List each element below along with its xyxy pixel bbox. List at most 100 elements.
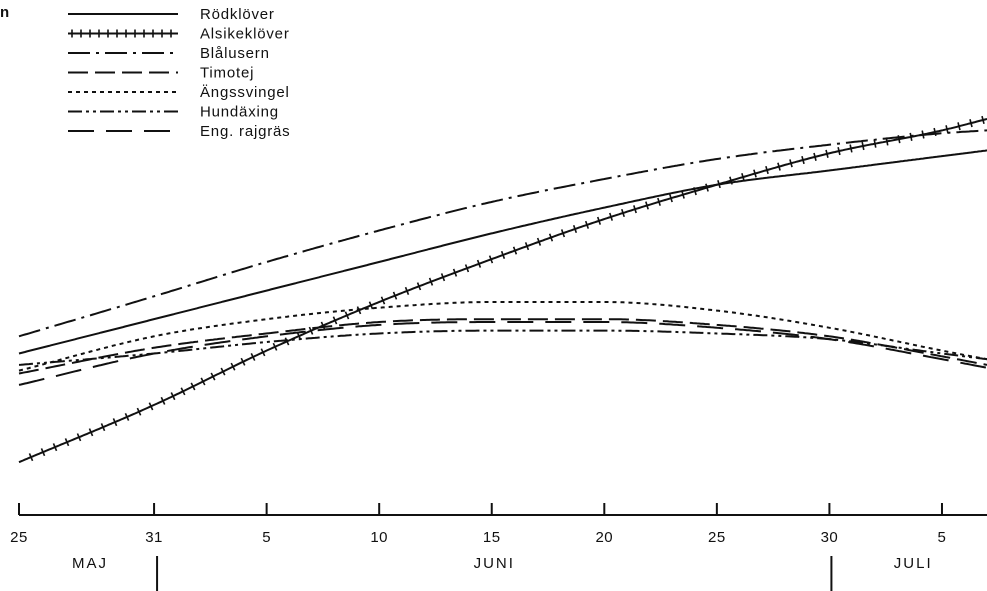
series-tick-mark (40, 448, 46, 457)
x-axis: 25 31 5 10 15 20 25 30 5 MAJ JUNI JULI (10, 503, 987, 591)
series-tick-mark (488, 255, 494, 264)
series-line (18, 149, 987, 355)
series-4 (18, 301, 987, 372)
month-label: JUNI (474, 555, 515, 572)
series-3 (18, 318, 987, 375)
x-tick-label: 10 (370, 529, 388, 546)
series-tick-mark (717, 180, 721, 189)
x-tick-label: 31 (145, 529, 163, 546)
legend-label: Rödklöver (200, 6, 275, 23)
series-tick-mark (160, 396, 166, 405)
series-tick-mark (124, 412, 130, 421)
series-5 (18, 329, 987, 366)
series-tick-mark (344, 311, 350, 320)
series-tick-mark (64, 438, 70, 447)
series-tick-mark (28, 453, 34, 462)
legend-label: Eng. rajgräs (200, 123, 290, 140)
plot-area (18, 115, 987, 464)
series-tick-mark (825, 149, 829, 158)
series-line (18, 318, 987, 375)
series-tick-mark (404, 286, 410, 295)
legend-entry: Eng. rajgräs (68, 123, 290, 140)
series-tick-mark (416, 282, 422, 291)
series-tick-mark (560, 229, 566, 238)
series-line (18, 118, 987, 464)
series-tick-mark (741, 172, 745, 182)
series-line (18, 321, 987, 386)
legend-entry: Rödklöver (68, 6, 275, 23)
x-tick-label: 20 (595, 529, 613, 546)
series-tick-mark (813, 152, 817, 161)
series-line (18, 129, 987, 338)
legend-entry: Timotej (68, 65, 253, 82)
series-tick-mark (452, 268, 458, 277)
series-tick-mark (777, 162, 781, 171)
series-tick-mark (512, 246, 518, 255)
series-tick-mark (633, 205, 637, 214)
x-tick-label: 25 (10, 529, 28, 546)
series-tick-mark (524, 242, 530, 251)
series-tick-mark (645, 201, 649, 210)
series-tick-mark (100, 423, 106, 432)
series-tick-mark (500, 250, 506, 259)
series-tick-mark (596, 216, 602, 225)
corner-label: n (0, 4, 9, 21)
series-2 (18, 129, 987, 338)
series-tick-mark (440, 273, 446, 282)
series-tick-mark (693, 187, 697, 196)
month-label: JULI (894, 555, 933, 572)
legend-entry: Ängssvingel (68, 84, 290, 101)
series-tick-mark (572, 224, 578, 234)
series-tick-mark (789, 159, 793, 168)
x-tick-label: 30 (821, 529, 839, 546)
series-tick-mark (52, 443, 58, 452)
x-tick-label: 25 (708, 529, 726, 546)
series-tick-mark (969, 119, 973, 128)
series-tick-mark (729, 176, 733, 185)
series-tick-mark (250, 353, 256, 361)
series-6 (18, 321, 987, 386)
legend-label: Ängssvingel (200, 84, 290, 101)
series-tick-mark (170, 392, 176, 401)
series-tick-mark (210, 372, 216, 381)
series-tick-mark (849, 144, 853, 153)
series-tick-mark (260, 348, 266, 357)
series-tick-mark (536, 237, 542, 246)
series-tick-mark (136, 407, 142, 416)
series-tick-mark (392, 291, 398, 300)
series-tick-mark (88, 428, 94, 437)
series-tick-mark (428, 277, 434, 286)
series-tick-mark (320, 321, 326, 330)
legend-entry: Hundäxing (68, 104, 278, 121)
series-tick-mark (272, 342, 278, 351)
series-tick-mark (657, 197, 661, 206)
series-tick-mark (190, 382, 196, 391)
x-tick-label: 5 (938, 529, 947, 546)
series-line (18, 301, 987, 372)
series-tick-mark (200, 377, 206, 386)
series-tick-mark (220, 367, 226, 376)
series-tick-mark (705, 183, 709, 192)
month-label: MAJ (72, 555, 108, 572)
series-tick-mark (837, 146, 841, 156)
legend-entry: Alsikeklöver (68, 26, 290, 43)
legend-label: Alsikeklöver (200, 26, 290, 43)
series-tick-mark (801, 155, 805, 165)
series-tick-mark (584, 220, 590, 229)
series-tick-mark (230, 362, 236, 371)
series-tick-mark (180, 387, 186, 396)
series-tick-mark (873, 139, 877, 148)
series-tick-mark (308, 326, 314, 335)
series-tick-mark (957, 122, 961, 131)
series-tick-mark (945, 125, 949, 134)
series-line (18, 329, 987, 366)
legend-entry: Blålusern (68, 45, 269, 62)
series-tick-mark (332, 316, 338, 325)
series-tick-mark (621, 208, 625, 218)
series-tick-mark (753, 169, 757, 178)
series-tick-mark (240, 357, 246, 366)
legend: Rödklöver Alsikeklöver Blålusern Timotej Äng… (68, 6, 290, 140)
series-tick-mark (681, 190, 685, 199)
series-tick-mark (464, 264, 470, 273)
